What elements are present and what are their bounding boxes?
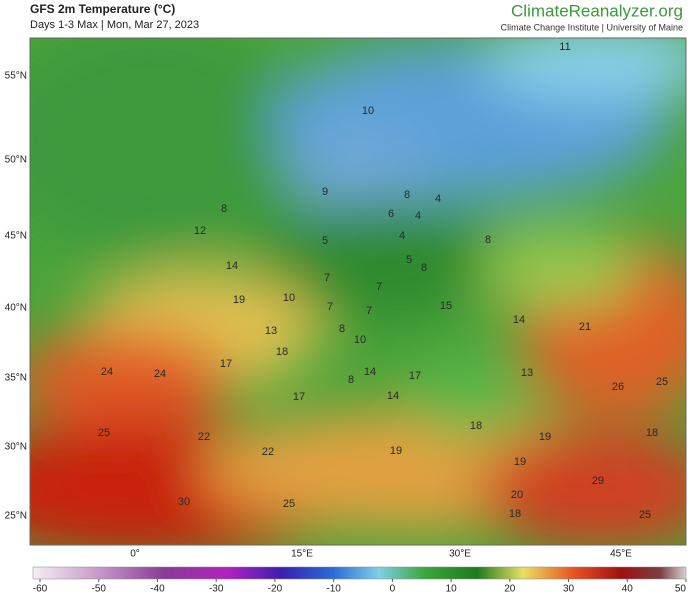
- temperature-label: 25: [639, 509, 651, 521]
- temperature-label: 12: [194, 225, 206, 237]
- subtitle: Days 1-3 Max | Mon, Mar 27, 2023: [30, 19, 199, 31]
- temperature-label: 11: [559, 41, 570, 53]
- temperature-label: 18: [646, 427, 658, 439]
- temperature-label: 25: [283, 498, 295, 510]
- temperature-label: 10: [362, 105, 374, 117]
- temperature-label: 22: [262, 446, 274, 458]
- title: GFS 2m Temperature (°C): [30, 2, 175, 16]
- temperature-label: 20: [511, 489, 523, 501]
- temperature-label: 19: [514, 456, 526, 468]
- temperature-label: 14: [387, 390, 399, 402]
- lat-label: 40°N: [5, 303, 27, 314]
- temperature-label: 9: [322, 186, 328, 198]
- lat-label: 25°N: [5, 511, 27, 522]
- temperature-label: 24: [154, 368, 166, 380]
- temperature-label: 24: [101, 366, 113, 378]
- temperature-label: 8: [221, 203, 227, 215]
- temperature-label: 17: [293, 391, 305, 403]
- temperature-label: 13: [521, 367, 533, 379]
- colorbar-tick-label: -40: [150, 584, 165, 595]
- temperature-label: 8: [404, 189, 410, 201]
- institute: Climate Change Institute | University of…: [501, 22, 683, 32]
- temperature-label: 17: [409, 370, 421, 382]
- lat-label: 50°N: [5, 155, 27, 166]
- temperature-label: 13: [265, 325, 277, 337]
- temperature-label: 8: [339, 323, 345, 335]
- temperature-label: 26: [612, 381, 624, 393]
- colorbar-tick-label: -50: [92, 584, 107, 595]
- temperature-label: 8: [421, 262, 427, 274]
- temperature-field: [30, 38, 686, 545]
- temperature-label: 7: [376, 281, 382, 293]
- colorbar-tick-label: -30: [209, 584, 224, 595]
- map-frame: [29, 37, 687, 546]
- colorbar-tick-label: 0: [390, 584, 396, 595]
- temperature-label: 22: [198, 431, 210, 443]
- colorbar-tick-label: 30: [563, 584, 575, 595]
- temperature-label: 7: [327, 301, 333, 313]
- lon-label: 30°E: [449, 549, 471, 560]
- temperature-label: 14: [226, 260, 238, 272]
- lon-label: 45°E: [610, 549, 632, 560]
- temperature-label: 5: [322, 235, 328, 247]
- lon-label: 0°: [130, 549, 140, 560]
- lat-label: 45°N: [5, 231, 27, 242]
- temperature-label: 29: [592, 475, 604, 487]
- temperature-label: 7: [366, 305, 372, 317]
- colorbar-tick-label: 50: [675, 584, 687, 595]
- temperature-label: 19: [233, 294, 245, 306]
- temperature-label: 10: [354, 334, 366, 346]
- lon-label: 15°E: [291, 549, 313, 560]
- temperature-label: 18: [509, 508, 521, 520]
- temperature-label: 8: [348, 374, 354, 386]
- colorbar-tick-label: 10: [446, 584, 458, 595]
- temperature-label: 19: [539, 431, 551, 443]
- temperature-label: 18: [470, 420, 482, 432]
- colorbar: [32, 566, 687, 580]
- temperature-label: 7: [324, 272, 330, 284]
- temperature-label: 14: [513, 314, 525, 326]
- temperature-label: 5: [406, 254, 412, 266]
- temperature-label: 25: [656, 376, 668, 388]
- temperature-label: 4: [435, 193, 441, 205]
- lat-label: 30°N: [5, 442, 27, 453]
- temperature-label: 4: [399, 230, 405, 242]
- lat-label: 35°N: [5, 373, 27, 384]
- colorbar-tick-label: 40: [622, 584, 634, 595]
- temperature-label: 14: [364, 366, 376, 378]
- temperature-label: 4: [415, 210, 421, 222]
- temperature-label: 10: [283, 292, 295, 304]
- lat-label: 55°N: [5, 71, 27, 82]
- colorbar-tick-label: -20: [268, 584, 283, 595]
- colorbar-tick-label: -10: [326, 584, 341, 595]
- colorbar-tick-label: 20: [504, 584, 516, 595]
- temperature-label: 8: [485, 234, 491, 246]
- temperature-label: 19: [390, 445, 402, 457]
- temperature-label: 15: [440, 300, 452, 312]
- temperature-label: 30: [178, 496, 190, 508]
- temperature-label: 6: [388, 208, 394, 220]
- brand: ClimateReanalyzer.org: [511, 1, 683, 20]
- temperature-label: 25: [98, 427, 110, 439]
- temperature-label: 18: [276, 346, 288, 358]
- colorbar-tick-label: -60: [33, 584, 48, 595]
- temperature-label: 21: [579, 321, 591, 333]
- temperature-label: 17: [220, 358, 232, 370]
